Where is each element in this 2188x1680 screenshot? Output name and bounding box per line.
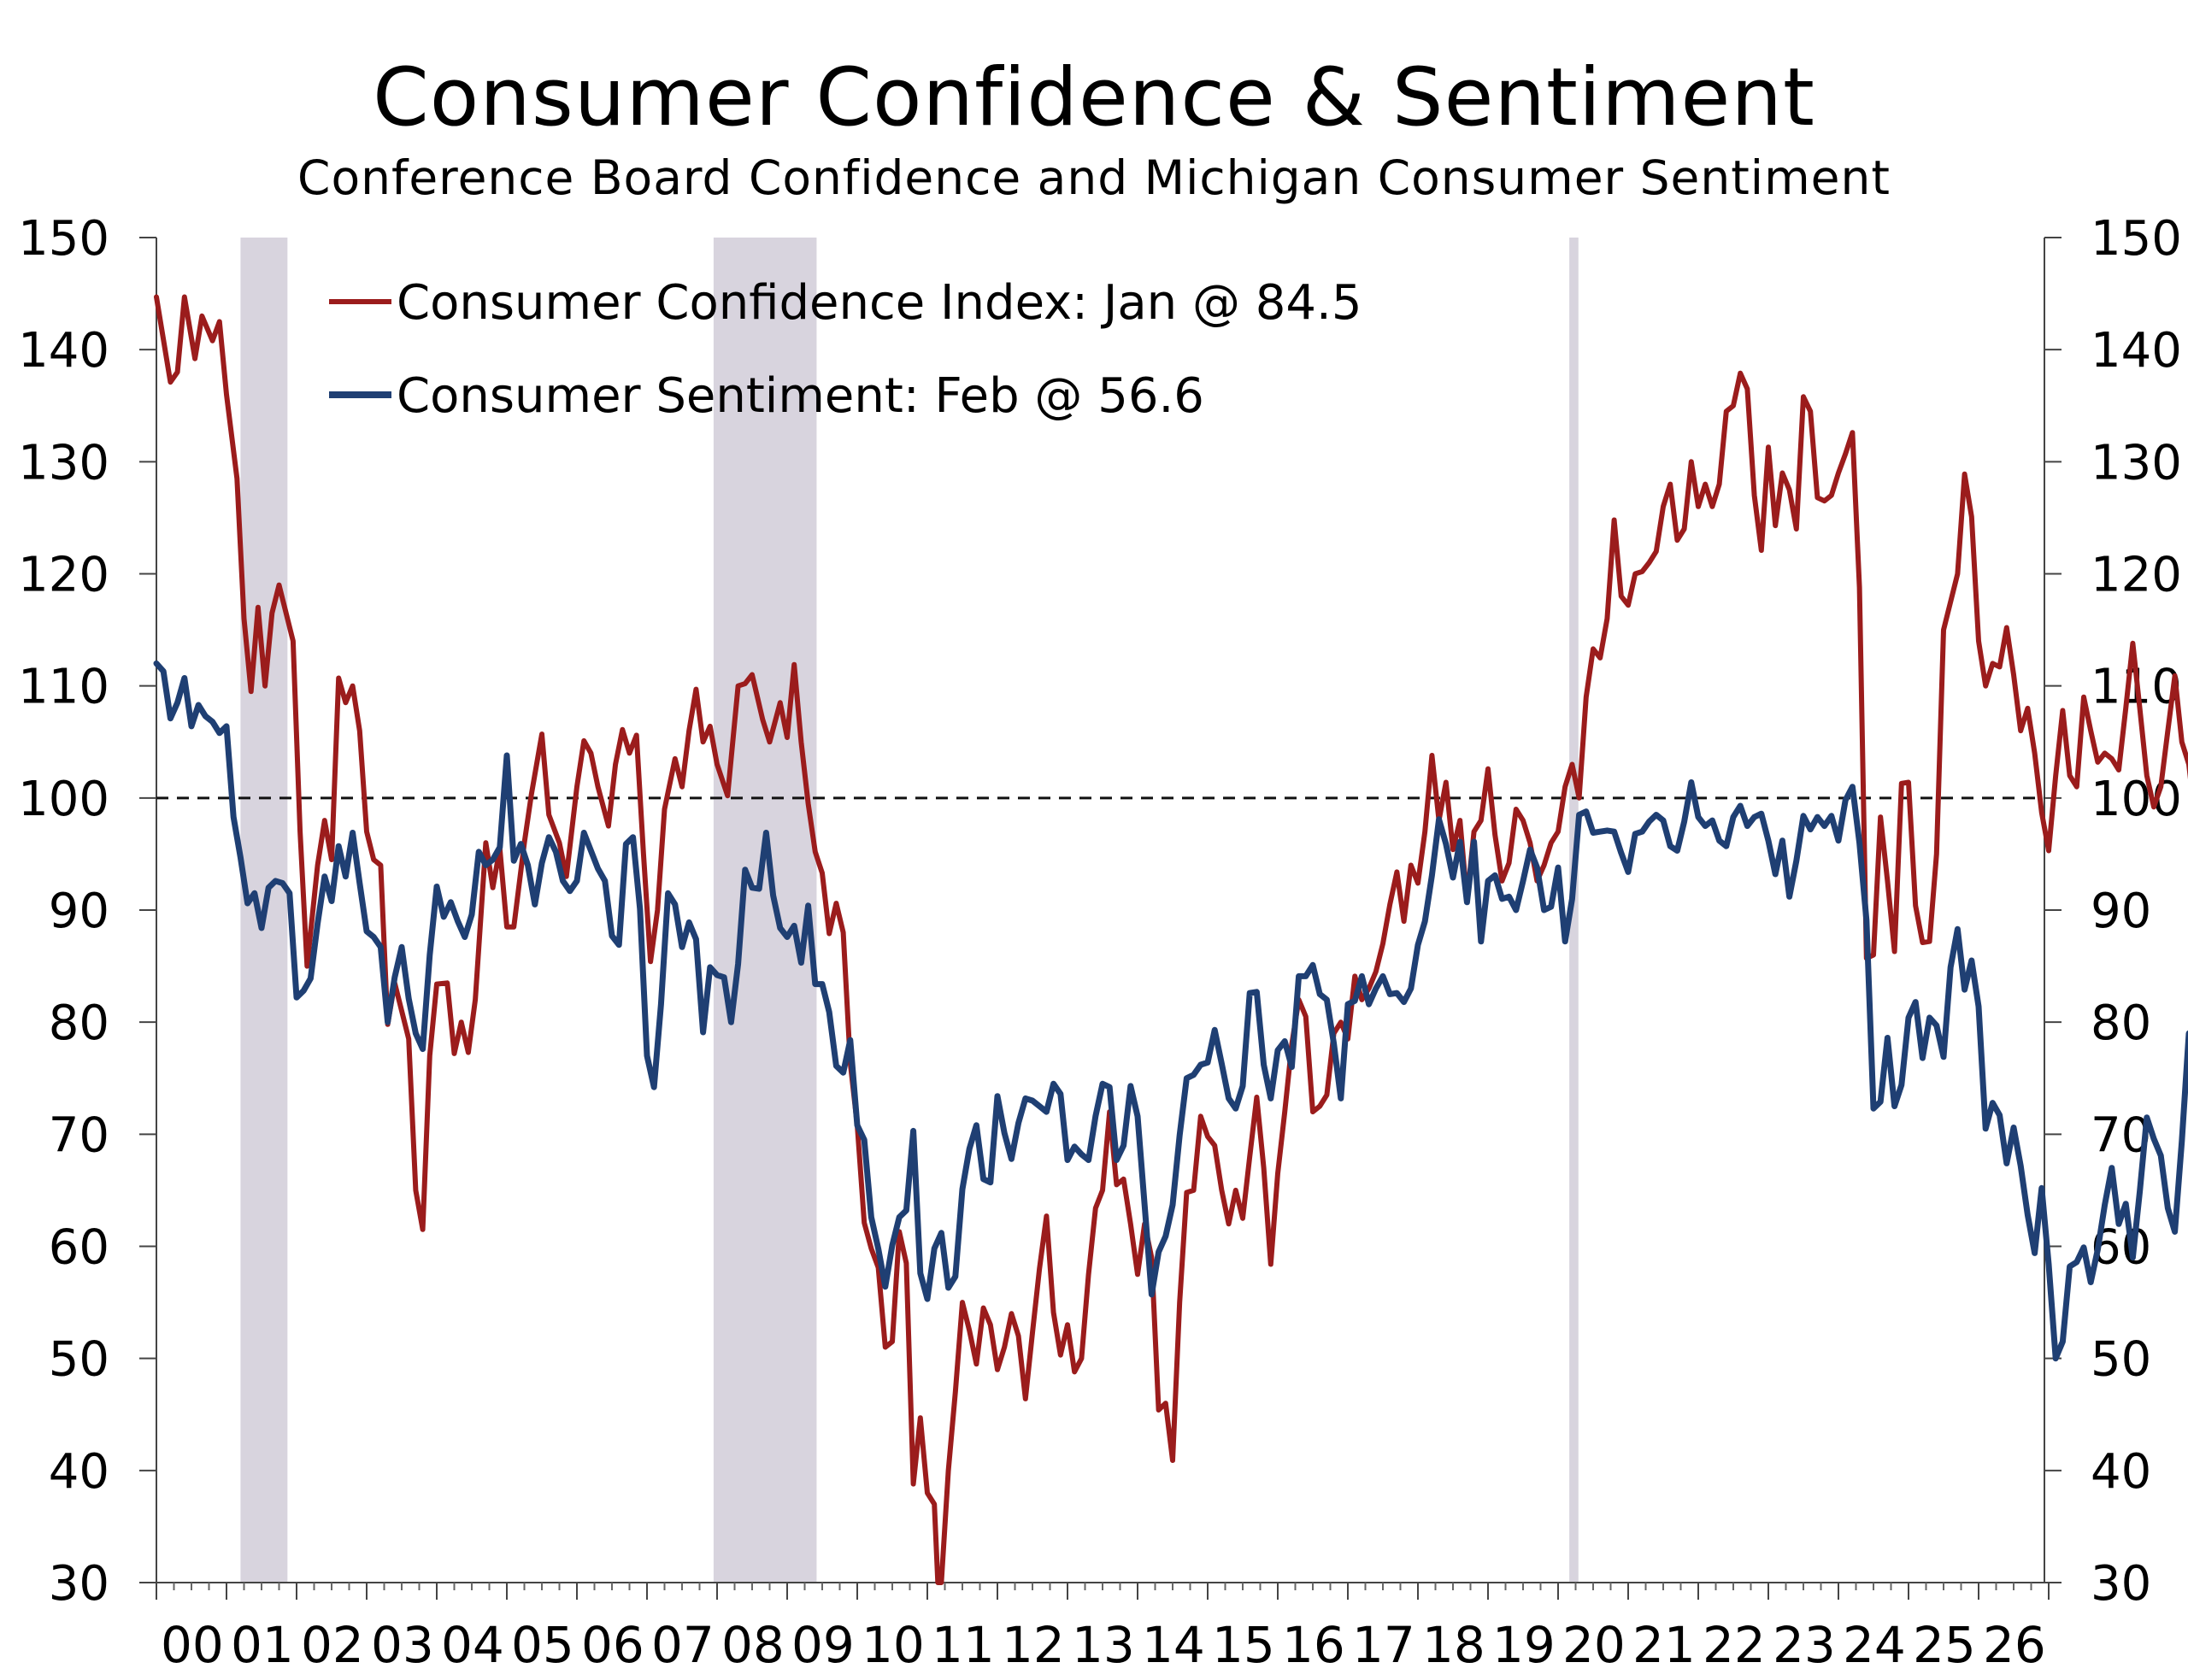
x-tick-label-18: 18 <box>1422 1616 1485 1674</box>
y-tick-label-left-100: 100 <box>18 772 109 827</box>
x-tick-label-19: 19 <box>1492 1616 1556 1674</box>
series-line-1 <box>154 294 2188 1585</box>
x-tick-label-16: 16 <box>1282 1616 1345 1674</box>
series-lines <box>153 294 2188 1585</box>
x-tick-label-20: 20 <box>1562 1616 1626 1674</box>
y-tick-label-left-110: 110 <box>18 660 109 715</box>
y-tick-label-right-50: 50 <box>2091 1332 2151 1388</box>
y-tick-label-right-120: 120 <box>2091 548 2182 603</box>
legend-label-1: Consumer Confidence Index: Jan @ 84.5 <box>397 275 1362 331</box>
chart-subtitle: Conference Board Confidence and Michigan… <box>297 150 1891 205</box>
y-tick-label-left-70: 70 <box>49 1107 109 1163</box>
x-tick-label-23: 23 <box>1773 1616 1836 1674</box>
y-tick-label-right-130: 130 <box>2091 435 2182 490</box>
x-tick-label-17: 17 <box>1352 1616 1415 1674</box>
x-tick-label-04: 04 <box>441 1616 504 1674</box>
series-line-2 <box>153 660 2188 1362</box>
x-tick-label-07: 07 <box>651 1616 715 1674</box>
x-tick-label-24: 24 <box>1843 1616 1906 1674</box>
y-tick-label-left-30: 30 <box>49 1556 109 1612</box>
y-tick-label-right-80: 80 <box>2091 996 2151 1051</box>
y-tick-label-left-90: 90 <box>49 884 109 939</box>
chart-title: Consumer Confidence & Sentiment <box>373 51 1815 144</box>
legend: Consumer Confidence Index: Jan @ 84.5 Con… <box>329 275 1362 424</box>
x-tick-label-10: 10 <box>862 1616 925 1674</box>
x-tick-label-21: 21 <box>1632 1616 1696 1674</box>
y-tick-label-right-40: 40 <box>2091 1444 2151 1500</box>
x-tick-label-08: 08 <box>721 1616 785 1674</box>
x-tick-label-13: 13 <box>1072 1616 1135 1674</box>
y-tick-label-left-50: 50 <box>49 1332 109 1388</box>
recession-shading <box>240 238 1579 1583</box>
x-tick-label-01: 01 <box>231 1616 294 1674</box>
y-tick-label-right-90: 90 <box>2091 884 2151 939</box>
y-tick-label-right-100: 100 <box>2091 772 2182 827</box>
y-tick-label-left-40: 40 <box>49 1444 109 1500</box>
y-tick-label-left-60: 60 <box>49 1220 109 1276</box>
x-tick-label-05: 05 <box>511 1616 574 1674</box>
recession-band-2 <box>713 238 817 1583</box>
x-tick-label-09: 09 <box>791 1616 855 1674</box>
y-tick-label-left-140: 140 <box>18 323 109 379</box>
x-tick-label-06: 06 <box>581 1616 644 1674</box>
recession-band-3 <box>1569 238 1579 1583</box>
y-tick-label-left-80: 80 <box>49 996 109 1051</box>
x-tick-label-12: 12 <box>1002 1616 1065 1674</box>
x-tick-label-02: 02 <box>301 1616 364 1674</box>
y-tick-label-right-150: 150 <box>2091 211 2182 267</box>
x-tick-label-22: 22 <box>1703 1616 1766 1674</box>
y-tick-label-right-30: 30 <box>2091 1556 2151 1612</box>
x-tick-label-00: 00 <box>161 1616 224 1674</box>
x-tick-label-11: 11 <box>932 1616 995 1674</box>
x-tick-label-26: 26 <box>1983 1616 2046 1674</box>
y-tick-label-left-150: 150 <box>18 211 109 267</box>
x-tick-label-14: 14 <box>1142 1616 1205 1674</box>
x-tick-label-03: 03 <box>371 1616 434 1674</box>
x-tick-label-15: 15 <box>1212 1616 1275 1674</box>
legend-label-2: Consumer Sentiment: Feb @ 56.6 <box>397 368 1204 424</box>
y-tick-label-left-130: 130 <box>18 435 109 490</box>
y-tick-label-right-140: 140 <box>2091 323 2182 379</box>
y-tick-label-left-120: 120 <box>18 548 109 603</box>
x-tick-label-25: 25 <box>1913 1616 1976 1674</box>
